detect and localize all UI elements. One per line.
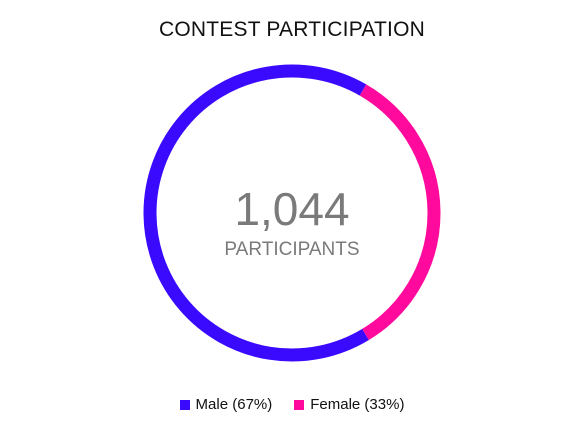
donut-segment-male — [143, 64, 369, 362]
total-participants-label: PARTICIPANTS — [224, 239, 360, 260]
legend-label-male: Male (67%) — [195, 396, 273, 413]
chart-title: CONTEST PARTICIPATION — [159, 18, 425, 41]
legend-swatch-male — [179, 399, 190, 410]
donut-segment-female — [359, 84, 441, 341]
legend-swatch-female — [294, 399, 305, 410]
legend-item-female: Female (33%) — [294, 396, 404, 413]
total-participants-value: 1,044 — [234, 183, 350, 235]
legend-label-female: Female (33%) — [310, 396, 405, 413]
legend-item-male: Male (67%) — [179, 396, 273, 413]
chart-legend: Male (67%) Female (33%) — [0, 396, 584, 413]
